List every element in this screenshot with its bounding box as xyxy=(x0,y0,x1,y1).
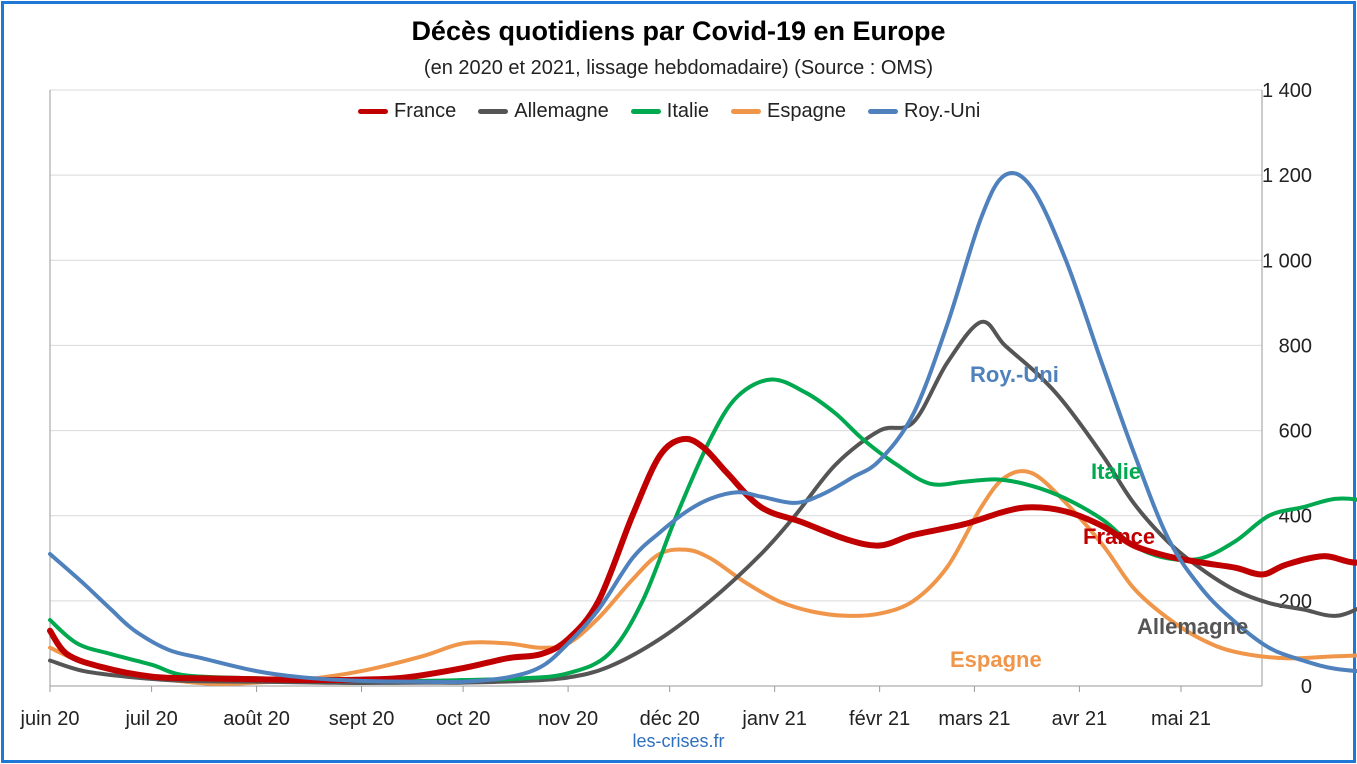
legend-item-france: France xyxy=(358,100,456,123)
y-tick-label: 0 xyxy=(1301,676,1312,698)
series-line-allemagne xyxy=(48,319,1357,685)
legend-item-italie: Italie xyxy=(630,99,710,123)
chart-subtitle: (en 2020 et 2021, lissage hebdomadaire) … xyxy=(423,57,934,79)
x-tick-label: mars 21 xyxy=(938,708,1010,730)
legend-label-italie: Italie xyxy=(666,99,710,122)
legend-item-roy-uni: Roy.-Uni xyxy=(867,99,981,123)
x-tick-label: juil 20 xyxy=(124,708,177,730)
legend-swatch-espagne xyxy=(731,108,762,114)
legend-label-roy-uni: Roy.-Uni xyxy=(903,99,981,122)
legend-label-allemagne: Allemagne xyxy=(514,99,609,122)
legend-swatch-france xyxy=(358,108,388,114)
legend-swatch-roy-uni xyxy=(867,108,898,114)
series-label-roy-uni: Roy.-Uni xyxy=(970,362,1059,387)
x-tick-label: juin 20 xyxy=(20,708,80,730)
series-label-allemagne: Allemagne xyxy=(1137,614,1248,639)
x-tick-label: févr 21 xyxy=(849,708,910,730)
x-tick-label: oct 20 xyxy=(436,708,490,730)
series-labels: France Allemagne Italie Espagne Roy.-Uni xyxy=(950,362,1248,672)
source-label: les-crises.fr xyxy=(632,731,725,751)
series-label-italie: Italie xyxy=(1091,459,1141,484)
x-tick-label: sept 20 xyxy=(329,708,395,730)
y-tick-label: 1 000 xyxy=(1262,250,1312,272)
legend-item-allemagne: Allemagne xyxy=(478,100,609,123)
legend-label-france: France xyxy=(394,99,457,122)
y-tick-label: 800 xyxy=(1279,335,1312,357)
gridlines xyxy=(50,89,1262,602)
y-tick-label: 1 200 xyxy=(1262,165,1312,187)
chart-title: Décès quotidiens par Covid-19 en Europe xyxy=(411,16,946,46)
legend-label-espagne: Espagne xyxy=(767,99,846,122)
x-tick-label: déc 20 xyxy=(640,708,700,730)
y-tick-label: 600 xyxy=(1279,421,1312,443)
legend-item-espagne: Espagne xyxy=(731,100,846,123)
series-line-france xyxy=(47,435,1357,684)
x-tick-label: mai 21 xyxy=(1151,708,1211,730)
y-tick-label: 1 400 xyxy=(1262,80,1312,102)
legend-swatch-italie xyxy=(630,108,661,114)
x-tick-label: janv 21 xyxy=(741,708,807,730)
series-lines xyxy=(47,171,1357,686)
series-label-espagne: Espagne xyxy=(950,647,1042,672)
series-line-roy-uni xyxy=(48,171,1357,685)
x-tick-label: août 20 xyxy=(223,708,290,730)
series-line-espagne xyxy=(48,469,1357,686)
x-tick-label: avr 21 xyxy=(1052,708,1108,730)
x-tick-label: nov 20 xyxy=(538,708,598,730)
series-label-france: France xyxy=(1083,524,1155,549)
legend-swatch-allemagne xyxy=(478,108,509,114)
chart-legend: France Allemagne Italie Espagne Roy.-Uni xyxy=(358,98,1002,124)
